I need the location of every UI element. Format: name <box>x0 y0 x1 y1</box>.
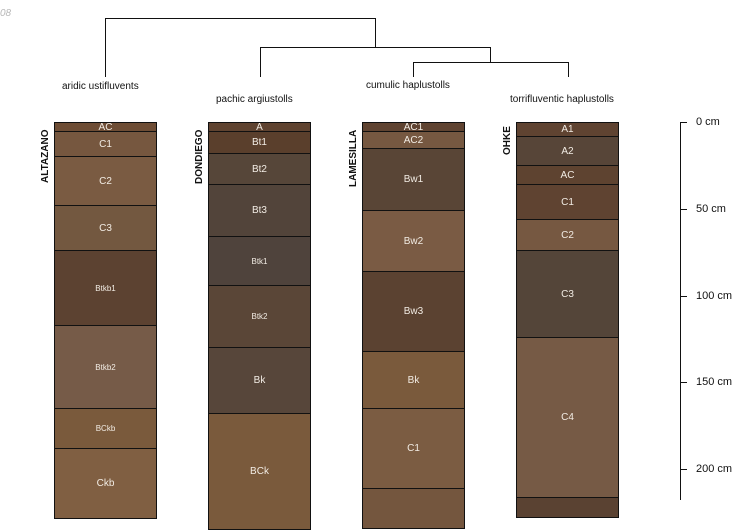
horizon: A <box>208 122 311 132</box>
horizon: Bw3 <box>362 272 465 352</box>
horizon: A1 <box>516 122 619 137</box>
horizon: Btkb1 <box>54 251 157 326</box>
dendrogram-mid-branch <box>260 47 491 77</box>
horizon: C2 <box>516 220 619 251</box>
horizon: AC <box>54 122 157 132</box>
horizon: C3 <box>516 251 619 338</box>
horizon: C3 <box>54 206 157 251</box>
horizon: Bk <box>362 352 465 409</box>
horizon: Bw2 <box>362 211 465 272</box>
horizon: AC <box>516 166 619 185</box>
horizon: Ckb <box>54 449 157 519</box>
horizon: C4 <box>516 338 619 498</box>
depth-label-150: 150 cm <box>696 376 733 388</box>
corner-label: 08 <box>0 8 12 19</box>
horizon: A2 <box>516 137 619 166</box>
dendrogram-leaf-branch <box>413 62 569 77</box>
horizon: Bt2 <box>208 154 311 185</box>
horizon: Bk <box>208 348 311 414</box>
depth-tick <box>680 469 687 470</box>
horizon: C1 <box>54 132 157 157</box>
horizon: Bw1 <box>362 149 465 211</box>
taxon-label-ohke: torrifluventic haplustolls <box>510 94 614 105</box>
depth-tick <box>680 382 687 383</box>
dendrogram-root-branch <box>105 18 376 77</box>
depth-tick <box>680 296 687 297</box>
horizon: Btkb2 <box>54 326 157 409</box>
horizon <box>516 498 619 518</box>
depth-label-50: 50 cm <box>696 203 726 215</box>
taxon-label-dondiego: pachic argiustolls <box>216 94 293 105</box>
horizon: Bt1 <box>208 132 311 154</box>
depth-label-100: 100 cm <box>696 290 733 302</box>
horizon: AC2 <box>362 132 465 149</box>
horizon: C1 <box>362 409 465 489</box>
depth-label-0: 0 cm <box>696 116 720 128</box>
horizon <box>362 489 465 529</box>
horizon: C1 <box>516 185 619 220</box>
depth-tick <box>680 209 687 210</box>
soil-profile-diagram: 08 aridic ustifluvents pachic argiustoll… <box>0 8 733 530</box>
profile-name-lamesilla: LAMESILLA <box>348 129 359 187</box>
horizon: BCk <box>208 414 311 530</box>
horizon: AC1 <box>362 122 465 132</box>
taxon-label-lamesilla: cumulic haplustolls <box>366 80 450 91</box>
horizon: Btk2 <box>208 286 311 348</box>
depth-label-200: 200 cm <box>696 463 733 475</box>
horizon: BCkb <box>54 409 157 449</box>
horizon: Btk1 <box>208 237 311 286</box>
horizon: Bt3 <box>208 185 311 237</box>
profile-name-dondiego: DONDIEGO <box>194 129 205 184</box>
profile-name-ohke: OHKE <box>502 126 513 155</box>
taxon-label-altazano: aridic ustifluvents <box>62 81 139 92</box>
depth-tick <box>680 122 687 123</box>
horizon: C2 <box>54 157 157 206</box>
dendrogram <box>105 18 569 77</box>
depth-axis-line <box>680 122 681 500</box>
profile-name-altazano: ALTAZANO <box>40 129 51 183</box>
